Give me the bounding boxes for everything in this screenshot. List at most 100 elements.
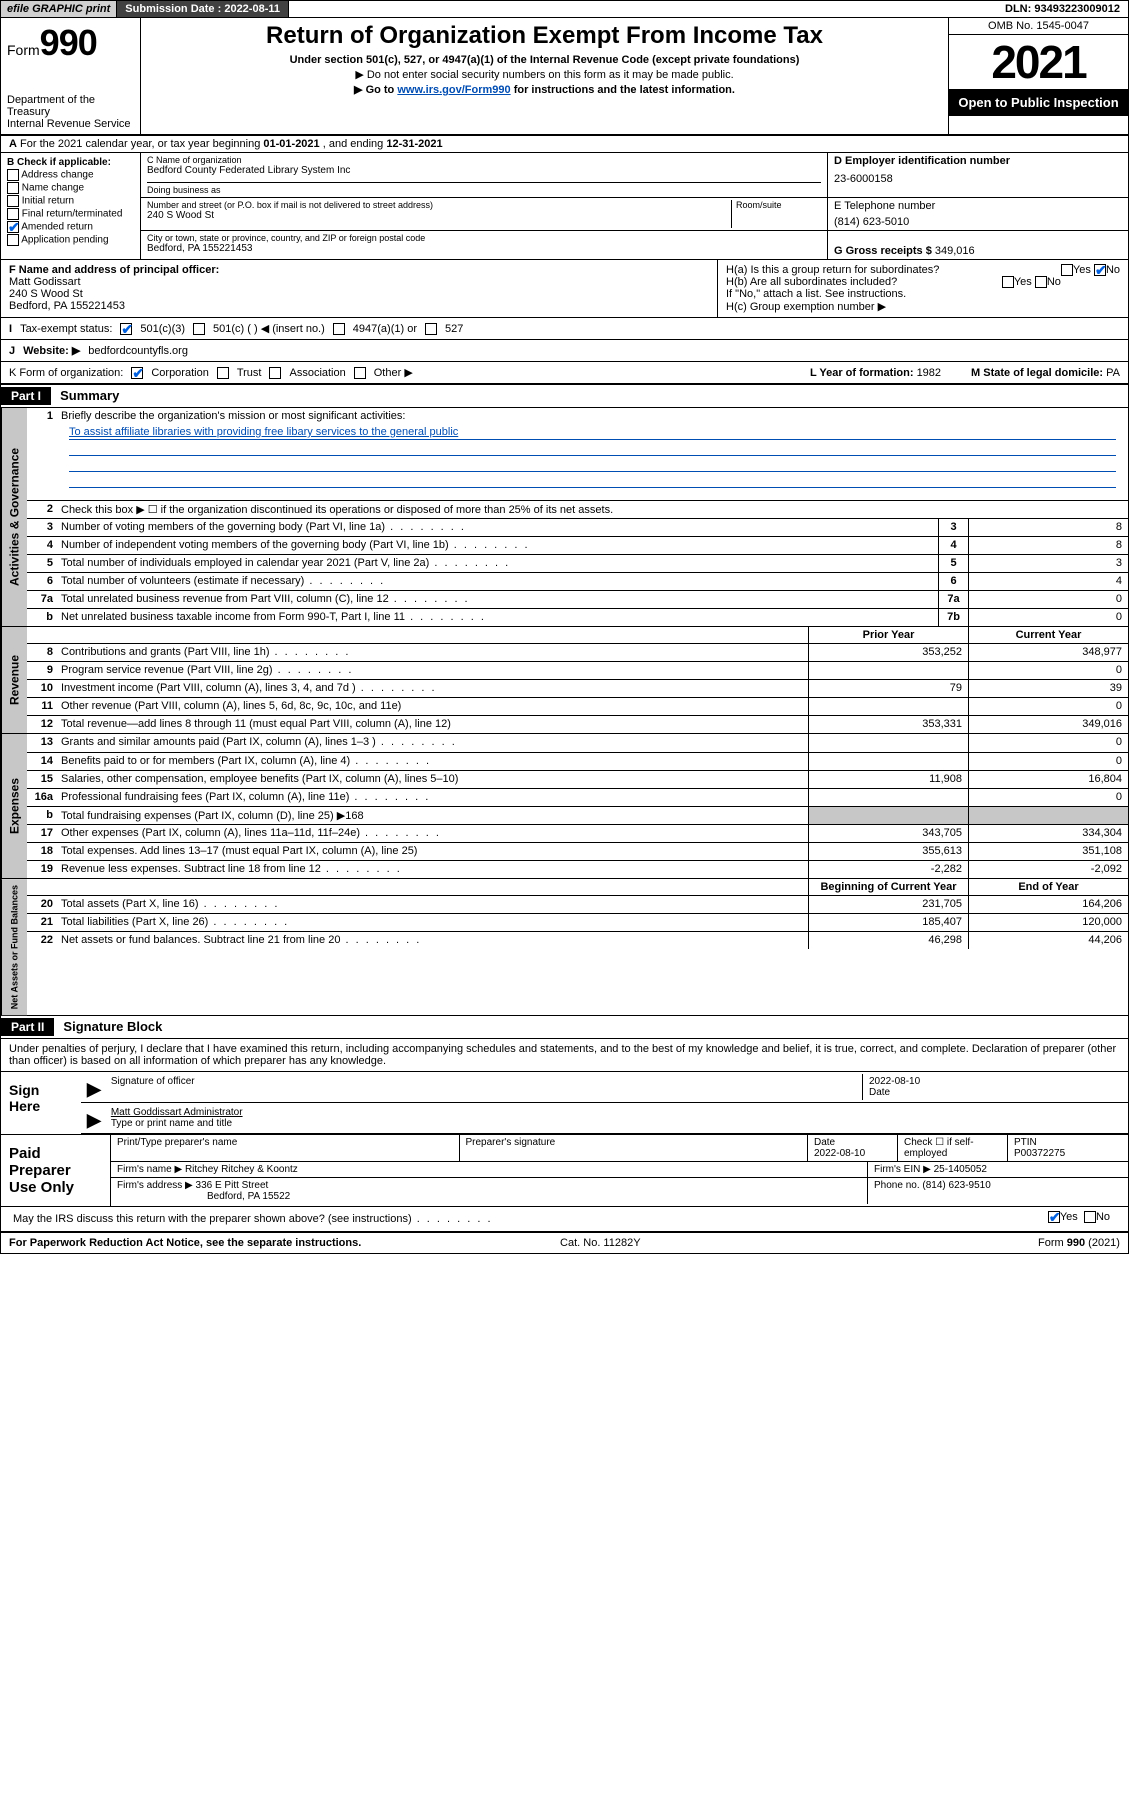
efile-print-label[interactable]: efile GRAPHIC print: [1, 1, 117, 17]
cb-amended-return[interactable]: Amended return: [7, 221, 134, 233]
ln16a-num: 16a: [27, 789, 57, 806]
prep-sig-label: Preparer's signature: [460, 1135, 809, 1161]
city-value: Bedford, PA 155221453: [147, 243, 821, 254]
officer-name: Matt Godissart: [9, 276, 709, 288]
prep-date-label: Date: [814, 1137, 891, 1148]
row-k: K Form of organization: Corporation Trus…: [1, 362, 1128, 385]
sign-here-label: Sign Here: [1, 1072, 81, 1134]
ln10-curr: 39: [968, 680, 1128, 697]
form-word: Form: [7, 42, 40, 58]
ln17-num: 17: [27, 825, 57, 842]
firm-name-label: Firm's name ▶: [117, 1164, 182, 1175]
hb-yes-checkbox[interactable]: [1002, 276, 1014, 288]
firm-addr-label: Firm's address ▶: [117, 1180, 193, 1191]
cb-initial-return[interactable]: Initial return: [7, 195, 134, 207]
omb-number: OMB No. 1545-0047: [949, 18, 1128, 35]
ln11-num: 11: [27, 698, 57, 715]
irs-link[interactable]: www.irs.gov/Form990: [397, 84, 510, 96]
ln15-num: 15: [27, 771, 57, 788]
ha-yes-checkbox[interactable]: [1061, 264, 1073, 276]
q1-label: Briefly describe the organization's miss…: [61, 410, 405, 422]
ln13-curr: 0: [968, 734, 1128, 752]
discuss-yes-checkbox[interactable]: [1048, 1211, 1060, 1223]
i-501c3-checkbox[interactable]: [120, 323, 132, 335]
ln2-num: 2: [27, 501, 57, 518]
form-title: Return of Organization Exempt From Incom…: [149, 22, 940, 50]
na-col-hdr: Beginning of Current Year End of Year: [27, 879, 1128, 895]
cb-address-change[interactable]: Address change: [7, 169, 134, 181]
row-i: I Tax-exempt status: 501(c)(3) 501(c) ( …: [1, 318, 1128, 340]
ein-value: 23-6000158: [834, 173, 1122, 185]
i-4947-checkbox[interactable]: [333, 323, 345, 335]
cb-init-label: Initial return: [22, 196, 74, 207]
cb-final-return[interactable]: Final return/terminated: [7, 208, 134, 220]
block-bcd: B Check if applicable: Address change Na…: [1, 153, 1128, 260]
col-b-checkboxes: B Check if applicable: Address change Na…: [1, 153, 141, 259]
i-501c: 501(c) ( ) ◀ (insert no.): [213, 322, 325, 335]
i-527-checkbox[interactable]: [425, 323, 437, 335]
ln12-txt: Total revenue—add lines 8 through 11 (mu…: [57, 716, 808, 733]
ln16b-prior: [808, 807, 968, 824]
prep-row-2: Firm's name ▶ Ritchey Ritchey & Koontz F…: [111, 1162, 1128, 1178]
ln4-val: 8: [968, 537, 1128, 554]
ln2-txt: Check this box ▶ ☐ if the organization d…: [57, 501, 1128, 518]
governance-body: 1 Briefly describe the organization's mi…: [27, 408, 1128, 626]
ln18-curr: 351,108: [968, 843, 1128, 860]
discuss-no-checkbox[interactable]: [1084, 1211, 1096, 1223]
hb-no-checkbox[interactable]: [1035, 276, 1047, 288]
ha-no-checkbox[interactable]: [1094, 264, 1106, 276]
cb-name-change[interactable]: Name change: [7, 182, 134, 194]
arrow-icon-2: ▶: [87, 1110, 101, 1131]
k-other-checkbox[interactable]: [354, 367, 366, 379]
i-501c3: 501(c)(3): [140, 323, 185, 335]
l-label: L Year of formation:: [810, 367, 914, 379]
subtitle-2: ▶ Do not enter social security numbers o…: [149, 68, 940, 81]
firm-ein-label: Firm's EIN ▶: [874, 1164, 931, 1175]
phone-value: (814) 623-5010: [834, 216, 1122, 228]
discuss-no: No: [1096, 1211, 1110, 1223]
gross-receipts: 349,016: [935, 245, 975, 257]
ln7b-txt: Net unrelated business taxable income fr…: [57, 609, 938, 626]
ln20-num: 20: [27, 896, 57, 913]
prep-phone-label: Phone no.: [874, 1180, 920, 1191]
name-title-label: Type or print name and title: [111, 1118, 1116, 1129]
ln3-box: 3: [938, 519, 968, 536]
website-value: bedfordcountyfls.org: [88, 345, 188, 357]
cb-application-pending[interactable]: Application pending: [7, 234, 134, 246]
i-501c-checkbox[interactable]: [193, 323, 205, 335]
ln10-txt: Investment income (Part VIII, column (A)…: [57, 680, 808, 697]
hb-row: H(b) Are all subordinates included? Yes …: [726, 276, 1120, 288]
ln16b-pre: Total fundraising expenses (Part IX, col…: [61, 810, 345, 822]
sig-date-label: Date: [869, 1087, 1116, 1098]
firm-ein: 25-1405052: [934, 1164, 987, 1175]
m-label: M State of legal domicile:: [971, 367, 1103, 379]
ln15-prior: 11,908: [808, 771, 968, 788]
sig-date: 2022-08-10: [869, 1076, 1116, 1087]
ln5-num: 5: [27, 555, 57, 572]
cb-addr-label: Address change: [21, 170, 93, 181]
sign-here-row: Sign Here ▶ Signature of officer 2022-08…: [1, 1072, 1128, 1134]
officer-name-line: ▶ Matt Goddissart AdministratorType or p…: [81, 1103, 1128, 1134]
rev-col-hdr: Prior Year Current Year: [27, 627, 1128, 643]
revenue-body: Prior Year Current Year 8Contributions a…: [27, 627, 1128, 733]
hb-no: No: [1047, 276, 1061, 288]
k-assoc-checkbox[interactable]: [269, 367, 281, 379]
k-corp-checkbox[interactable]: [131, 367, 143, 379]
ln5-box: 5: [938, 555, 968, 572]
footer-right-form: 990: [1067, 1237, 1085, 1249]
vlabel-expenses: Expenses: [1, 734, 27, 878]
ln20-prior: 231,705: [808, 896, 968, 913]
ln9-txt: Program service revenue (Part VIII, line…: [57, 662, 808, 679]
ln17-txt: Other expenses (Part IX, column (A), lin…: [57, 825, 808, 842]
k-label: K Form of organization:: [9, 367, 123, 379]
footer-right-post: (2021): [1085, 1237, 1120, 1249]
header-middle: Return of Organization Exempt From Incom…: [141, 18, 948, 134]
ln8-num: 8: [27, 644, 57, 661]
year-begin: 01-01-2021: [263, 138, 319, 150]
officer-sig-label: Signature of officer: [111, 1076, 856, 1087]
ln3-txt: Number of voting members of the governin…: [57, 519, 938, 536]
k-trust-checkbox[interactable]: [217, 367, 229, 379]
discuss-row: May the IRS discuss this return with the…: [1, 1207, 1128, 1233]
cb-name-label: Name change: [22, 183, 84, 194]
ln15-curr: 16,804: [968, 771, 1128, 788]
